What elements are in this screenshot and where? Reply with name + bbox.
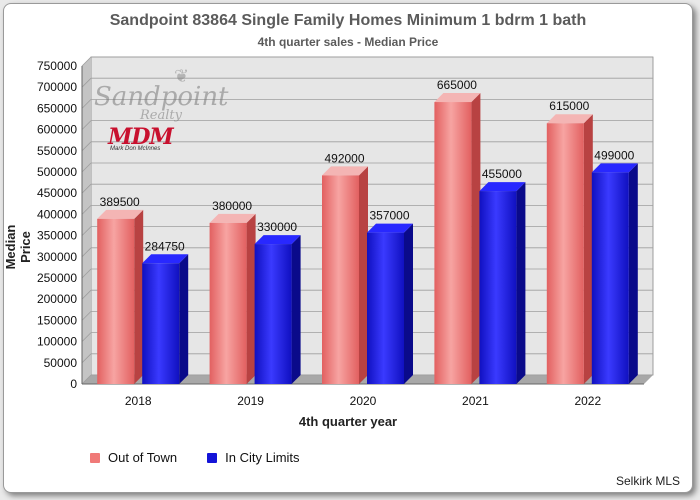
- bar-top-0-4: [546, 114, 593, 124]
- y-tick-label: 700000: [37, 80, 77, 94]
- bar-side-0-2: [359, 166, 368, 384]
- y-tick-label: 650000: [37, 101, 77, 115]
- plot-left-wall: [82, 57, 91, 384]
- bar-1-1: [254, 244, 292, 384]
- data-label-1-3: 455000: [482, 167, 522, 181]
- bar-0-0: [97, 218, 135, 384]
- bar-top-1-1: [254, 235, 301, 245]
- logo-mark-sub: Mark Don McInnes: [110, 146, 161, 152]
- legend-swatch-in-city-limits: [207, 452, 218, 463]
- bar-top-1-4: [591, 163, 638, 173]
- y-tick-label: 750000: [37, 59, 77, 73]
- data-label-1-2: 357000: [369, 209, 409, 223]
- bar-side-1-2: [404, 223, 413, 384]
- grid-line-side: [81, 247, 92, 258]
- bar-1-0: [142, 263, 180, 384]
- data-label-0-2: 492000: [324, 151, 364, 165]
- grid-line-side: [81, 353, 92, 364]
- data-label-0-4: 615000: [549, 99, 589, 113]
- bar-side-1-1: [291, 235, 301, 384]
- chart-title: Sandpoint 83864 Single Family Homes Mini…: [109, 12, 587, 29]
- bar-side-1-4: [628, 163, 638, 384]
- bar-top-0-0: [97, 209, 144, 219]
- legend-item-out-of-town: Out of Town: [90, 450, 177, 465]
- x-tick-label: 2018: [125, 394, 152, 408]
- bar-1-3: [479, 191, 517, 384]
- bird-icon: ❦: [174, 66, 190, 86]
- bar-top-0-2: [322, 166, 368, 176]
- y-tick-label: 0: [70, 377, 77, 391]
- bar-chart: 0 50000 100000 150000 200000 250000 300000 3500…: [37, 56, 654, 408]
- bar-0-2: [322, 175, 359, 384]
- bar-0-1: [209, 222, 247, 384]
- legend-label-in-city-limits: In City Limits: [225, 450, 300, 465]
- x-tick-label: 2021: [462, 394, 489, 408]
- grid-line-side: [81, 183, 92, 194]
- grid-line-side: [81, 205, 92, 215]
- grid-line-side: [81, 99, 92, 109]
- x-tick-label: 2022: [574, 394, 601, 408]
- bar-top-0-3: [434, 93, 481, 103]
- bar-side-1-3: [516, 182, 526, 384]
- data-label-1-1: 330000: [257, 220, 297, 234]
- bar-side-1-0: [179, 254, 189, 384]
- grid-line-side: [81, 226, 92, 236]
- bar-side-0-4: [583, 114, 593, 385]
- legend-item-in-city-limits: In City Limits: [207, 450, 300, 465]
- grid-line-side: [81, 268, 92, 279]
- y-tick-label: 50000: [44, 356, 78, 370]
- grid-line-side: [81, 56, 92, 67]
- y-tick-label: 350000: [37, 229, 77, 243]
- y-tick-label: 550000: [37, 144, 77, 158]
- bar-0-3: [434, 102, 472, 384]
- chart-frame: Sandpoint 83864 Single Family Homes Mini…: [3, 3, 693, 493]
- grid-line-side: [81, 289, 92, 300]
- grid-line-side: [81, 311, 92, 321]
- x-tick-label: 2020: [350, 394, 377, 408]
- legend: Out of Town In City Limits: [90, 450, 300, 465]
- y-tick-label: 100000: [37, 335, 77, 349]
- y-tick-label: 150000: [37, 313, 77, 327]
- bar-side-0-1: [246, 213, 256, 384]
- bar-side-0-0: [134, 209, 144, 384]
- grid-line-side: [81, 374, 92, 385]
- legend-label-out-of-town: Out of Town: [108, 450, 178, 465]
- grid-line-side: [81, 332, 92, 342]
- bar-1-4: [591, 172, 629, 384]
- x-tick-label: 2019: [237, 394, 264, 408]
- bar-0-4: [546, 123, 584, 385]
- grid-line-side: [81, 162, 92, 173]
- x-axis-label: 4th quarter year: [298, 414, 398, 429]
- data-label-0-1: 380000: [212, 199, 252, 213]
- y-tick-label: 500000: [37, 165, 77, 179]
- y-tick-label: 300000: [37, 250, 77, 264]
- data-label-0-3: 665000: [437, 78, 477, 92]
- logo-mark: MDM: [108, 124, 174, 150]
- grid-line-side: [81, 77, 92, 88]
- y-axis-label: Median Price: [3, 224, 33, 270]
- chart-subtitle: 4th quarter sales - Median Price: [257, 35, 439, 49]
- y-tick-label: 250000: [37, 271, 77, 285]
- bar-side-0-3: [471, 93, 481, 384]
- legend-swatch-out-of-town: [90, 452, 100, 463]
- y-tick-label: 400000: [37, 207, 77, 221]
- data-label-0-0: 389500: [100, 195, 140, 209]
- bar-top-1-0: [142, 254, 189, 264]
- y-tick-label: 200000: [37, 292, 77, 306]
- grid-line-side: [81, 141, 92, 152]
- y-tick-label: 600000: [37, 123, 77, 137]
- logo-line-2: Realty: [140, 108, 182, 123]
- source-note: Selkirk MLS: [615, 474, 680, 488]
- y-tick-label: 450000: [37, 186, 77, 200]
- bar-1-2: [367, 232, 404, 384]
- bar-top-1-2: [367, 223, 413, 233]
- grid-line-side: [81, 120, 92, 130]
- watermark-logo: ❦ Sandpoint Realty MDM Mark Don McInnes: [90, 66, 229, 156]
- data-label-1-0: 284750: [145, 239, 185, 253]
- data-label-1-4: 499000: [594, 148, 634, 162]
- bar-top-1-3: [479, 182, 526, 192]
- logo-line-1: Sandpoint: [94, 82, 229, 112]
- bar-top-0-1: [209, 213, 256, 223]
